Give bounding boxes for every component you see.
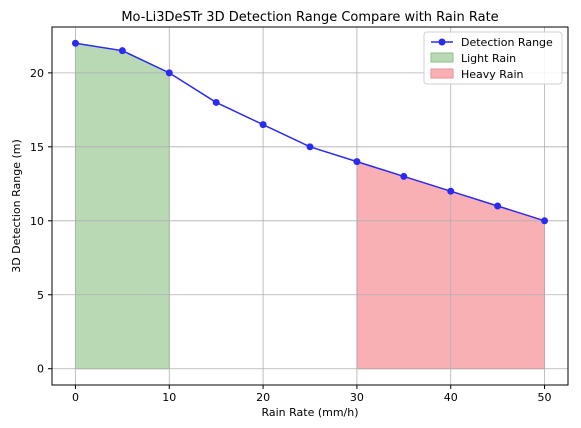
region-light-rain [74, 42, 170, 370]
shaded-regions [74, 42, 546, 370]
data-point [353, 158, 361, 166]
y-tick-label: 0 [37, 363, 44, 376]
data-point [306, 143, 314, 151]
legend-swatch-light-rain [430, 52, 454, 63]
x-tick-label: 20 [256, 391, 270, 404]
data-point [400, 172, 408, 180]
series-layer [71, 39, 549, 225]
data-point [212, 98, 220, 106]
y-tick-label: 10 [30, 215, 44, 228]
data-point [494, 202, 502, 210]
x-tick-label: 40 [444, 391, 458, 404]
legend-swatch-heavy-rain [430, 68, 454, 79]
x-axis-label: Rain Rate (mm/h) [261, 406, 358, 419]
legend-label-detection-range: Detection Range [461, 36, 553, 49]
x-tick-label: 10 [162, 391, 176, 404]
plot-frame [51, 26, 569, 386]
y-tick-label: 20 [30, 67, 44, 80]
y-tick-label: 15 [30, 141, 44, 154]
x-tick-label: 0 [72, 391, 79, 404]
legend-label-light-rain: Light Rain [461, 52, 516, 65]
chart-title: Mo-Li3DeSTr 3D Detection Range Compare w… [121, 10, 498, 25]
x-axis-ticks: 0 10 20 30 40 50 [72, 385, 552, 404]
data-point [165, 69, 173, 77]
x-tick-label: 50 [538, 391, 552, 404]
legend-box [423, 31, 563, 85]
plot-area [51, 26, 569, 386]
x-tick-label: 30 [350, 391, 364, 404]
data-point [259, 121, 267, 129]
y-axis-label: 3D Detection Range (m) [10, 139, 23, 273]
y-tick-label: 5 [37, 289, 44, 302]
legend: Detection Range Light Rain Heavy Rain [423, 31, 563, 85]
data-point [541, 217, 549, 225]
y-axis-ticks: 0 5 10 15 20 [30, 67, 52, 376]
data-point [71, 39, 79, 47]
legend-marker [438, 38, 446, 46]
legend-label-heavy-rain: Heavy Rain [461, 68, 523, 81]
data-point [447, 187, 455, 195]
data-point [118, 47, 126, 55]
